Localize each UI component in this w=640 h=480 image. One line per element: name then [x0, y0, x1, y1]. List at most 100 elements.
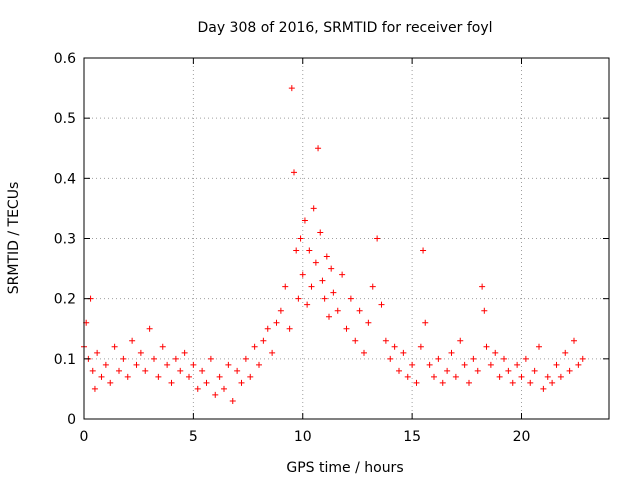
data-point	[155, 373, 162, 380]
y-tick-label: 0.4	[54, 171, 76, 187]
data-point	[328, 265, 335, 272]
data-point	[102, 361, 109, 368]
data-point	[129, 337, 136, 344]
data-point	[562, 349, 569, 356]
data-point	[470, 355, 477, 362]
data-point	[142, 367, 149, 374]
data-point	[273, 319, 280, 326]
data-point	[137, 349, 144, 356]
data-point	[483, 343, 490, 350]
data-point	[339, 271, 346, 278]
data-point	[457, 337, 464, 344]
data-point	[479, 283, 486, 290]
data-point	[181, 349, 188, 356]
data-point	[293, 247, 300, 254]
data-point	[334, 307, 341, 314]
data-points	[81, 85, 586, 404]
data-point	[203, 379, 210, 386]
data-point	[89, 367, 96, 374]
data-point	[474, 367, 481, 374]
data-point	[315, 145, 322, 152]
data-point	[111, 343, 118, 350]
data-point	[190, 361, 197, 368]
data-point	[540, 385, 547, 392]
data-point	[319, 277, 326, 284]
data-point	[557, 373, 564, 380]
data-point	[566, 367, 573, 374]
data-point	[299, 271, 306, 278]
data-point	[409, 361, 416, 368]
data-point	[505, 367, 512, 374]
data-point	[221, 385, 227, 392]
y-axis-label: SRMTID / TECUs	[6, 182, 22, 295]
data-point	[172, 355, 179, 362]
data-point	[247, 373, 254, 380]
data-point	[518, 373, 525, 380]
data-point	[312, 259, 319, 266]
data-point	[164, 361, 171, 368]
x-tick-label: 0	[80, 429, 89, 445]
data-point	[256, 361, 262, 368]
data-point	[304, 301, 311, 308]
tick-marks	[83, 57, 609, 420]
data-point	[308, 283, 315, 290]
data-point	[264, 325, 271, 332]
data-point	[133, 361, 140, 368]
data-point	[444, 367, 451, 374]
data-point	[238, 379, 245, 386]
data-point	[107, 379, 114, 386]
data-point	[212, 391, 219, 398]
data-point	[207, 355, 214, 362]
data-point	[579, 355, 586, 362]
data-point	[374, 235, 381, 242]
data-point	[435, 355, 442, 362]
data-point	[323, 253, 330, 260]
data-point	[98, 373, 105, 380]
data-point	[116, 367, 122, 374]
data-point	[288, 85, 295, 92]
x-tick-label: 15	[403, 429, 421, 445]
data-point	[431, 373, 437, 380]
data-point	[396, 367, 402, 374]
x-tick-label: 10	[294, 429, 312, 445]
data-point	[120, 355, 127, 362]
y-tick-label: 0.5	[54, 111, 76, 127]
data-point	[413, 379, 420, 386]
data-point	[94, 349, 101, 356]
data-point	[317, 229, 324, 236]
chart-title: Day 308 of 2016, SRMTID for receiver foy…	[197, 20, 492, 36]
data-point	[487, 361, 494, 368]
data-point	[146, 325, 153, 332]
data-point	[404, 373, 411, 380]
data-point	[177, 367, 184, 374]
data-point	[531, 367, 538, 374]
data-point	[168, 379, 175, 386]
data-point	[216, 373, 223, 380]
data-point	[277, 307, 284, 314]
data-point	[229, 397, 236, 404]
data-point	[492, 349, 499, 356]
data-point	[417, 343, 424, 350]
data-point	[321, 295, 328, 302]
data-point	[549, 379, 556, 386]
data-point	[361, 349, 367, 356]
y-tick-label: 0.3	[54, 232, 76, 248]
data-point	[420, 247, 427, 254]
y-tick-label: 0.6	[54, 51, 76, 67]
x-tick-label: 5	[189, 429, 198, 445]
data-point	[343, 325, 350, 332]
data-point	[387, 355, 394, 362]
data-point	[461, 361, 468, 368]
data-point	[310, 205, 317, 212]
data-point	[352, 337, 359, 344]
data-point	[382, 337, 389, 344]
data-point	[301, 217, 308, 224]
data-point	[426, 361, 433, 368]
data-point	[509, 379, 516, 386]
data-point	[347, 295, 354, 302]
data-point	[186, 373, 192, 380]
data-point	[365, 319, 372, 326]
data-point	[151, 355, 157, 362]
